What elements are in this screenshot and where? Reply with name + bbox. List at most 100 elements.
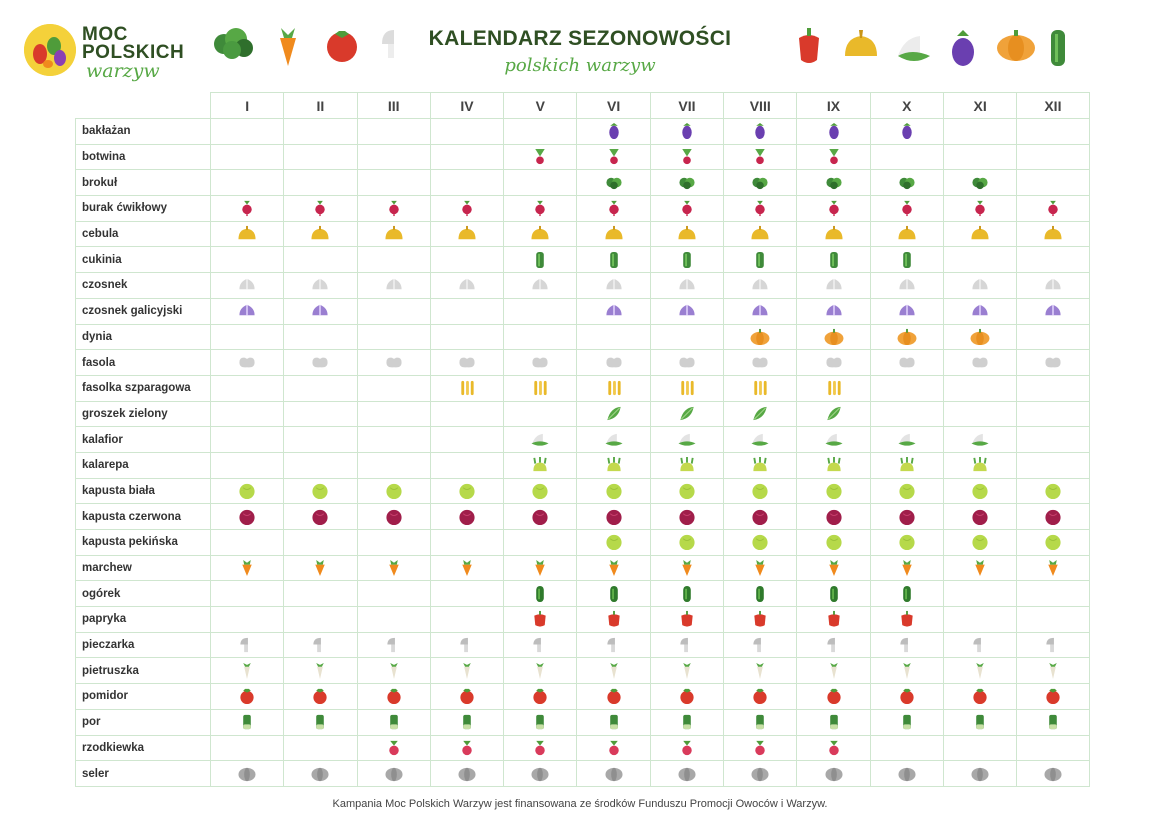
- tomato-icon: [680, 689, 694, 705]
- season-cell: [356, 400, 430, 427]
- season-cell: [1016, 246, 1090, 273]
- garlicviolet-icon: [752, 304, 768, 316]
- month-header-x: X: [869, 92, 943, 118]
- season-cell: [576, 400, 650, 427]
- season-cell: [283, 400, 357, 427]
- season-cell: [503, 451, 577, 478]
- season-cell: [869, 374, 943, 401]
- redcabbage-icon: [386, 509, 402, 525]
- cauliflower-icon: [531, 433, 549, 446]
- season-cell: [723, 349, 797, 375]
- broccoli-icon: [752, 177, 768, 189]
- cabbage-icon: [752, 483, 768, 500]
- vegetable-label: dynia: [75, 323, 210, 350]
- garlicviolet-icon: [679, 304, 695, 316]
- season-cell: [429, 631, 504, 658]
- pumpkin-icon: [970, 328, 990, 345]
- season-cell: [356, 220, 430, 247]
- page-title: KALENDARZ SEZONOWOŚCI: [428, 27, 732, 50]
- carrot-icon: [280, 28, 296, 66]
- brand-logo: MOC POLSKICH warzyw: [24, 20, 194, 82]
- mushroom-icon: [900, 637, 908, 653]
- eggplant-icon: [608, 123, 619, 140]
- season-cell: [503, 657, 577, 684]
- season-cell: [942, 683, 1017, 709]
- season-cell: [210, 246, 284, 273]
- season-cell: [796, 323, 870, 350]
- season-cell: [503, 349, 577, 375]
- bean-icon: [752, 357, 768, 367]
- season-cell: [429, 246, 504, 273]
- season-cell: [723, 734, 797, 761]
- season-cell: [576, 246, 650, 273]
- garlic-icon: [386, 279, 402, 290]
- season-cell: [210, 272, 284, 298]
- greenbeans-icon: [754, 381, 767, 396]
- cabbage-icon: [606, 535, 622, 551]
- season-cell: [1016, 195, 1090, 221]
- season-cell: [723, 708, 797, 735]
- season-cell: [503, 580, 577, 607]
- season-cell: [356, 118, 430, 144]
- carrot-icon: [315, 559, 326, 577]
- season-cell: [942, 477, 1017, 504]
- season-cell: [796, 631, 870, 658]
- season-cell: [942, 734, 1017, 761]
- season-cell: [796, 195, 870, 221]
- cabbage-icon: [239, 483, 255, 500]
- season-cell: [576, 297, 650, 324]
- season-cell: [869, 400, 943, 427]
- beet-icon: [608, 201, 619, 217]
- vegetable-label: marchew: [75, 554, 210, 581]
- season-cell: [429, 195, 504, 221]
- cucumber-icon: [829, 585, 838, 602]
- onion-icon: [678, 226, 696, 240]
- celery-icon: [898, 767, 916, 781]
- season-cell: [210, 297, 284, 324]
- season-cell: [723, 760, 797, 786]
- season-cell: [429, 169, 504, 196]
- carrot-icon: [1048, 559, 1058, 577]
- bean-icon: [532, 357, 548, 367]
- season-cell: [723, 529, 797, 555]
- bean-icon: [239, 357, 255, 367]
- garlicviolet-icon: [606, 304, 622, 316]
- season-cell: [649, 451, 724, 478]
- greenbeans-icon: [461, 381, 474, 396]
- season-cell: [356, 451, 430, 478]
- eggplant-icon: [755, 123, 765, 140]
- season-cell: [283, 734, 357, 761]
- logo-line-2: POLSKICH: [82, 42, 185, 63]
- leek-icon: [316, 715, 325, 730]
- mushroom-icon: [313, 637, 322, 653]
- season-cell: [723, 169, 797, 196]
- radish-icon: [608, 740, 619, 755]
- season-cell: [283, 349, 357, 375]
- season-cell: [869, 683, 943, 709]
- season-cell: [942, 708, 1017, 735]
- season-cell: [1016, 683, 1090, 709]
- radish-icon: [828, 740, 839, 755]
- redcabbage-icon: [825, 509, 842, 525]
- onion-icon: [1044, 226, 1062, 240]
- season-cell: [1016, 734, 1090, 761]
- cucumber-icon: [609, 585, 618, 602]
- onion-icon: [458, 226, 476, 240]
- bean-icon: [679, 357, 695, 367]
- season-cell: [796, 606, 870, 632]
- cauliflower-icon: [898, 36, 930, 61]
- season-cell: [649, 400, 724, 427]
- season-cell: [210, 708, 284, 735]
- season-cell: [356, 657, 430, 684]
- beet-icon: [1048, 201, 1058, 217]
- season-cell: [649, 143, 724, 170]
- redcabbage-icon: [1045, 509, 1061, 525]
- season-cell: [576, 606, 650, 632]
- season-cell: [723, 477, 797, 504]
- leek-icon: [756, 715, 765, 730]
- season-cell: [796, 426, 870, 452]
- cucumber-icon: [903, 585, 911, 602]
- vegetable-label: czosnek galicyjski: [75, 297, 210, 324]
- season-cell: [210, 426, 284, 452]
- season-cell: [723, 246, 797, 273]
